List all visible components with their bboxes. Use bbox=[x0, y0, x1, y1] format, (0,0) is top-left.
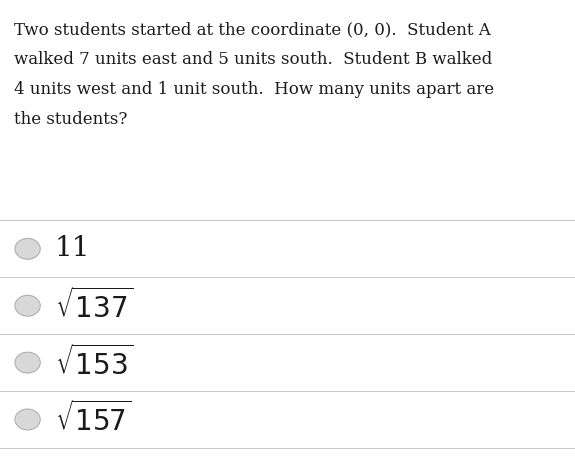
Text: 11: 11 bbox=[55, 236, 90, 262]
Circle shape bbox=[15, 352, 40, 373]
Circle shape bbox=[15, 238, 40, 259]
Text: $\sqrt{137}$: $\sqrt{137}$ bbox=[55, 288, 133, 324]
Circle shape bbox=[15, 409, 40, 430]
Circle shape bbox=[15, 295, 40, 316]
Text: Two students started at the coordinate (0, 0).  Student A: Two students started at the coordinate (… bbox=[14, 21, 491, 38]
Text: walked 7 units east and 5 units south.  Student B walked: walked 7 units east and 5 units south. S… bbox=[14, 51, 493, 68]
Text: $\sqrt{153}$: $\sqrt{153}$ bbox=[55, 345, 133, 381]
Text: 4 units west and 1 unit south.  How many units apart are: 4 units west and 1 unit south. How many … bbox=[14, 81, 494, 98]
Text: the students?: the students? bbox=[14, 111, 128, 128]
Text: $\sqrt{157}$: $\sqrt{157}$ bbox=[55, 401, 131, 438]
